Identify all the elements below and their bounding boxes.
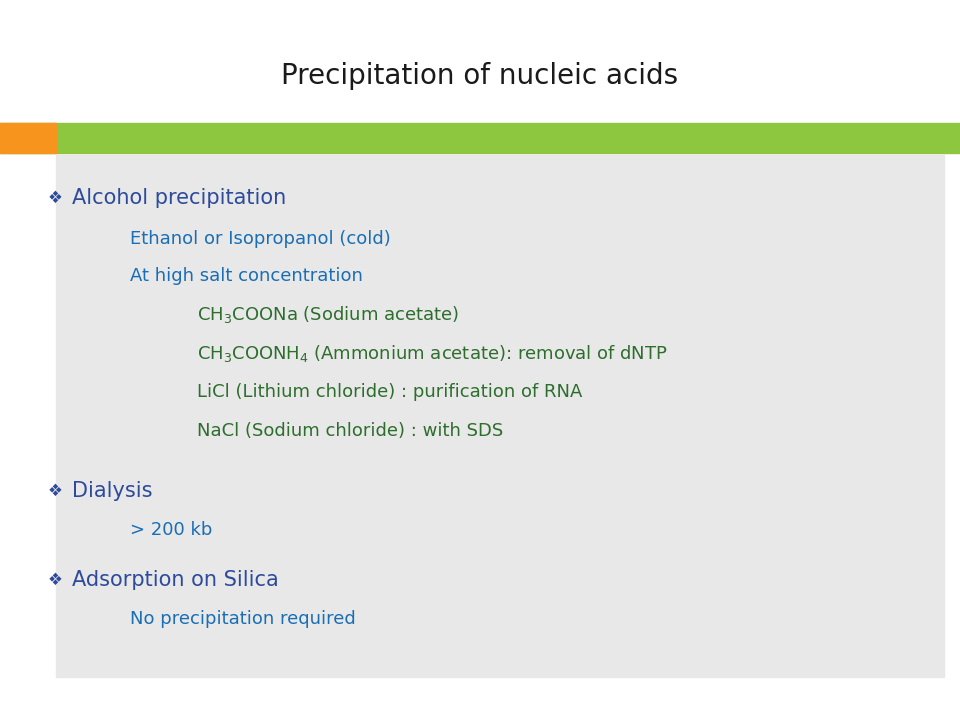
Bar bbox=[0, 123, 56, 153]
Text: Adsorption on Silica: Adsorption on Silica bbox=[72, 570, 278, 590]
Text: ❖: ❖ bbox=[47, 189, 62, 207]
Text: NaCl (Sodium chloride) : with SDS: NaCl (Sodium chloride) : with SDS bbox=[197, 422, 503, 440]
Text: Alcohol precipitation: Alcohol precipitation bbox=[72, 188, 286, 208]
Bar bbox=[0, 123, 960, 153]
Text: > 200 kb: > 200 kb bbox=[130, 521, 212, 539]
Text: No precipitation required: No precipitation required bbox=[130, 610, 355, 628]
Text: ❖: ❖ bbox=[47, 482, 62, 500]
Text: Dialysis: Dialysis bbox=[72, 481, 153, 501]
Text: ❖: ❖ bbox=[47, 572, 62, 589]
Text: CH$_3$COONa (Sodium acetate): CH$_3$COONa (Sodium acetate) bbox=[197, 304, 459, 325]
Text: Ethanol or Isopropanol (cold): Ethanol or Isopropanol (cold) bbox=[130, 230, 391, 248]
Text: At high salt concentration: At high salt concentration bbox=[130, 266, 363, 284]
Text: CH$_3$COONH$_4$ (Ammonium acetate): removal of dNTP: CH$_3$COONH$_4$ (Ammonium acetate): remo… bbox=[197, 343, 667, 364]
Bar bbox=[56, 155, 944, 677]
Text: Precipitation of nucleic acids: Precipitation of nucleic acids bbox=[281, 62, 679, 89]
Text: LiCl (Lithium chloride) : purification of RNA: LiCl (Lithium chloride) : purification o… bbox=[197, 383, 582, 401]
